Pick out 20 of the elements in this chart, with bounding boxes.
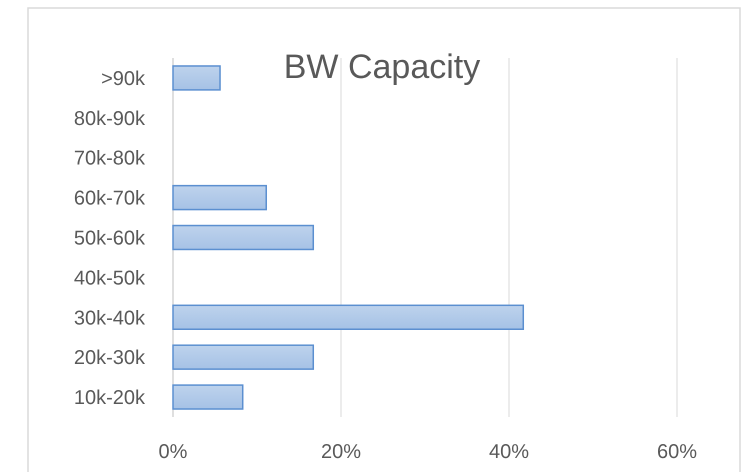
y-tick-label: 60k-70k xyxy=(74,188,146,210)
bar xyxy=(172,384,244,410)
y-tick-label: 50k-60k xyxy=(74,228,146,250)
y-tick-label: 10k-20k xyxy=(74,387,146,410)
bar xyxy=(172,184,267,210)
y-tick-label: 70k-80k xyxy=(74,148,146,170)
bar xyxy=(172,65,221,91)
y-tick-label: 20k-30k xyxy=(74,347,146,370)
y-tick-label: 40k-50k xyxy=(74,267,146,290)
y-tick-label: 30k-40k xyxy=(74,307,146,330)
y-tick-label: 80k-90k xyxy=(74,108,146,130)
bar xyxy=(172,344,314,370)
x-tick-label: 0% xyxy=(158,441,188,463)
bar xyxy=(172,304,524,330)
chart-title: BW Capacity xyxy=(284,48,480,86)
y-tick-label: >90k xyxy=(101,68,146,90)
bar xyxy=(172,224,314,250)
x-tick-label: 60% xyxy=(656,441,698,463)
x-tick-label: 40% xyxy=(488,441,530,463)
x-tick-label: 20% xyxy=(320,441,362,463)
